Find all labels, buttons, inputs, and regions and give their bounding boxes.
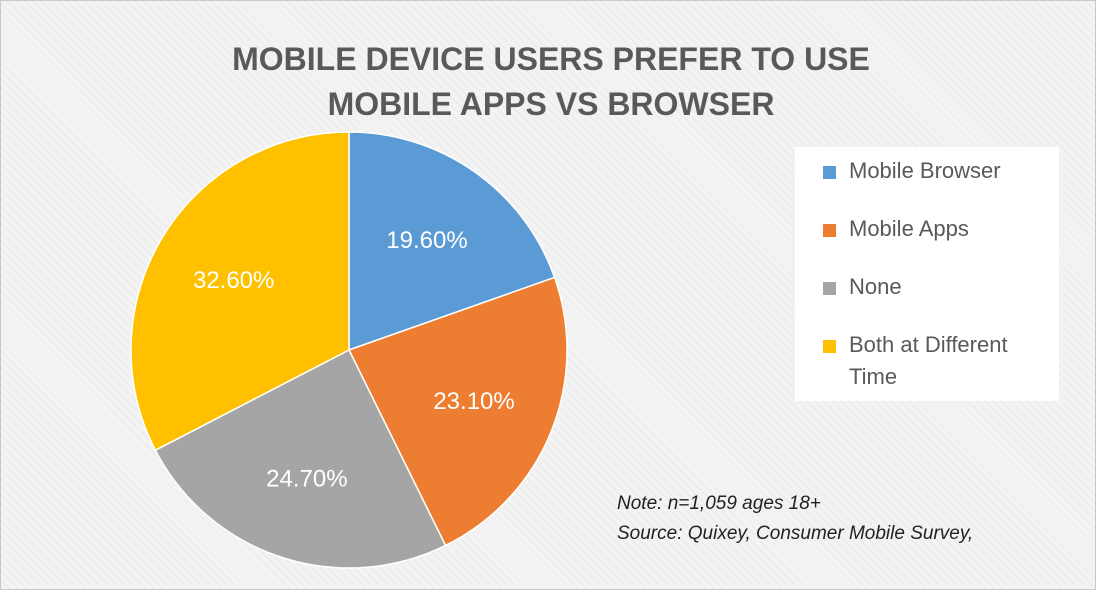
legend: Mobile Browser Mobile Apps None Both at … xyxy=(795,147,1059,401)
legend-swatch-mobile-apps xyxy=(823,224,836,237)
data-label-mobile-apps: 23.10% xyxy=(433,388,514,415)
legend-swatch-none xyxy=(823,282,836,295)
chart-title: MOBILE DEVICE USERS PREFER TO USE MOBILE… xyxy=(151,37,951,127)
chart-title-line-1: MOBILE DEVICE USERS PREFER TO USE xyxy=(232,41,870,77)
source-note: Note: n=1,059 ages 18+ Source: Quixey, C… xyxy=(617,489,973,549)
legend-label-both: Both at Different Time xyxy=(849,332,1008,389)
pie-slice-mobile-apps xyxy=(347,276,568,547)
legend-swatch-both xyxy=(823,340,836,353)
legend-item-both: Both at Different Time xyxy=(823,329,1059,393)
pie-slice-both xyxy=(130,131,350,452)
legend-item-none: None xyxy=(823,271,1059,303)
legend-label-none: None xyxy=(849,274,902,299)
note-source: Source: Quixey, Consumer Mobile Survey, xyxy=(617,523,974,544)
chart-title-line-2: MOBILE APPS VS BROWSER xyxy=(327,86,775,122)
data-label-mobile-browser: 19.60% xyxy=(386,227,467,254)
legend-label-mobile-apps: Mobile Apps xyxy=(849,216,969,241)
pie-slice-none xyxy=(154,348,447,569)
data-label-both: 32.60% xyxy=(193,267,274,294)
note-sample: Note: n=1,059 ages 18+ xyxy=(617,493,821,514)
legend-item-mobile-browser: Mobile Browser xyxy=(823,155,1059,187)
legend-swatch-mobile-browser xyxy=(823,166,836,179)
legend-label-mobile-browser: Mobile Browser xyxy=(849,158,1001,183)
data-label-none: 24.70% xyxy=(266,465,347,492)
legend-item-mobile-apps: Mobile Apps xyxy=(823,213,1059,245)
